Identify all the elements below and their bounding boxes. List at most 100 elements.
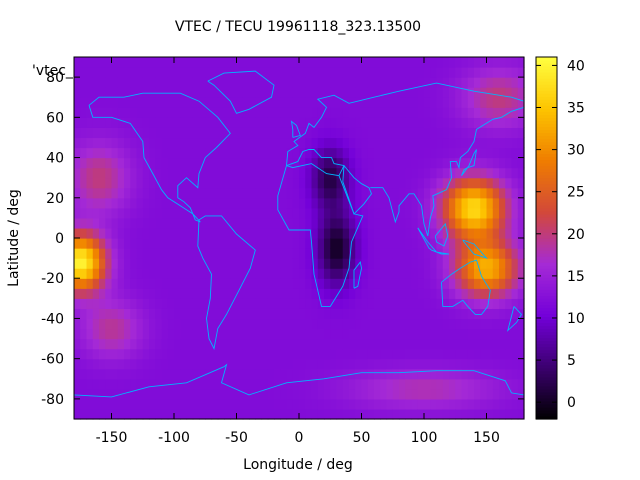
heatmap-cell (136, 238, 144, 249)
colorbar-segment (536, 277, 557, 281)
heatmap-cell (474, 107, 481, 118)
heatmap-cell (399, 77, 406, 88)
heatmap-cell (267, 167, 275, 179)
colorbar-segment (536, 180, 557, 185)
heatmap-cell (92, 348, 100, 360)
colorbar-tick-label: 20 (567, 227, 585, 243)
heatmap-cell (449, 288, 456, 299)
heatmap-cell (174, 408, 181, 420)
heatmap-cell (505, 97, 513, 108)
heatmap-cell (324, 57, 331, 68)
heatmap-cell (349, 398, 356, 410)
heatmap-cell (280, 338, 288, 350)
heatmap-cell (261, 77, 269, 88)
heatmap-cell (430, 177, 438, 189)
heatmap-cell (299, 328, 306, 340)
colorbar-segment (536, 108, 557, 112)
heatmap-cell (411, 408, 419, 420)
heatmap-cell (361, 398, 369, 410)
heatmap-cell (392, 318, 400, 330)
heatmap-cell (161, 197, 169, 209)
heatmap-cell (224, 248, 231, 259)
heatmap-cell (124, 398, 131, 410)
heatmap-cell (455, 368, 463, 380)
heatmap-cell (261, 117, 269, 128)
heatmap-cell (392, 97, 400, 108)
heatmap-cell (374, 348, 381, 360)
heatmap-cell (367, 107, 375, 118)
heatmap-cell (142, 368, 150, 380)
heatmap-cell (292, 177, 300, 189)
heatmap-cell (217, 308, 225, 320)
heatmap-cell (317, 348, 325, 360)
heatmap-cell (305, 127, 313, 139)
heatmap-cell (105, 67, 113, 78)
heatmap-cell (399, 87, 406, 98)
heatmap-cell (305, 217, 313, 229)
heatmap-cell (236, 258, 244, 269)
heatmap-cell (399, 408, 406, 420)
heatmap-cell (186, 408, 194, 420)
heatmap-cell (205, 238, 213, 249)
heatmap-cell (461, 207, 469, 219)
heatmap-cell (186, 87, 194, 98)
heatmap-cell (224, 278, 231, 289)
heatmap-cell (374, 408, 381, 420)
heatmap-cell (130, 127, 138, 139)
heatmap-cell (217, 408, 225, 420)
heatmap-cell (186, 358, 194, 370)
heatmap-cell (492, 328, 500, 340)
heatmap-cell (417, 378, 425, 390)
heatmap-cell (386, 278, 394, 289)
heatmap-cell (517, 157, 525, 169)
heatmap-cell (499, 147, 506, 159)
heatmap-cell (336, 298, 344, 309)
coastline (506, 306, 523, 332)
heatmap-cell (442, 227, 450, 239)
heatmap-cell (424, 338, 431, 350)
heatmap-cell (286, 408, 294, 420)
heatmap-cell (461, 358, 469, 370)
heatmap-cell (230, 388, 238, 400)
heatmap-cell (424, 248, 431, 259)
heatmap-cell (405, 328, 413, 340)
heatmap-cell (417, 328, 425, 340)
heatmap-cell (274, 268, 281, 279)
heatmap-cell (305, 288, 313, 299)
heatmap-cell (399, 167, 406, 179)
heatmap-cell (311, 298, 319, 309)
heatmap-cell (274, 67, 281, 78)
heatmap-cell (242, 348, 250, 360)
heatmap-cell (336, 268, 344, 279)
heatmap-cell (142, 268, 150, 279)
heatmap-cell (249, 328, 256, 340)
heatmap-cell (461, 227, 469, 239)
heatmap-cell (211, 268, 219, 279)
heatmap-cell (161, 408, 169, 420)
colorbar-tick-label: 10 (567, 311, 585, 327)
heatmap-cell (417, 258, 425, 269)
heatmap-cell (130, 268, 138, 279)
heatmap-cell (136, 187, 144, 199)
heatmap-cell (342, 408, 350, 420)
heatmap-cell (255, 157, 263, 169)
heatmap-cell (124, 227, 131, 239)
heatmap-cell (417, 177, 425, 189)
heatmap-cell (249, 408, 256, 420)
heatmap-cell (474, 408, 481, 420)
heatmap-cell (180, 238, 188, 249)
heatmap-cell (392, 87, 400, 98)
heatmap-cell (355, 378, 363, 390)
heatmap-cell (417, 97, 425, 108)
heatmap-cell (99, 258, 106, 269)
heatmap-cell (349, 318, 356, 330)
heatmap-cell (317, 177, 325, 189)
heatmap-cell (105, 368, 113, 380)
heatmap-cell (355, 207, 363, 219)
heatmap-cell (411, 358, 419, 370)
heatmap-cell (74, 248, 81, 259)
heatmap-cell (186, 268, 194, 279)
heatmap-cell (461, 398, 469, 410)
heatmap-cell (317, 167, 325, 179)
heatmap-cell (180, 258, 188, 269)
